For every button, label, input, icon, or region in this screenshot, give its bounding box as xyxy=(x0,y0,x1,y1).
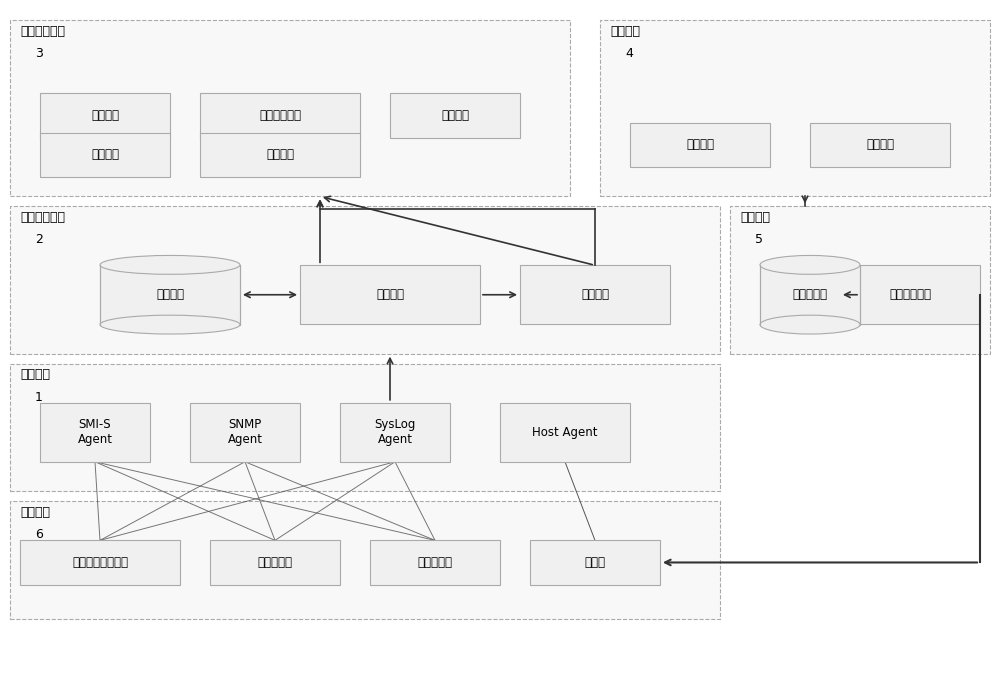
Text: 服务器: 服务器 xyxy=(584,556,606,569)
Text: 数据服务: 数据服务 xyxy=(156,288,184,302)
FancyBboxPatch shape xyxy=(500,403,630,462)
Text: 光纤交换机: 光纤交换机 xyxy=(258,556,292,569)
FancyBboxPatch shape xyxy=(100,265,240,324)
FancyBboxPatch shape xyxy=(520,265,670,324)
Text: 拓扑展示: 拓扑展示 xyxy=(266,148,294,162)
FancyBboxPatch shape xyxy=(370,540,500,585)
FancyBboxPatch shape xyxy=(530,540,660,585)
FancyBboxPatch shape xyxy=(20,540,180,585)
Text: 系统监测: 系统监测 xyxy=(20,368,50,382)
FancyBboxPatch shape xyxy=(600,20,990,197)
FancyBboxPatch shape xyxy=(300,265,480,324)
Text: 基本状态展示: 基本状态展示 xyxy=(259,109,301,122)
Text: 触发管理: 触发管理 xyxy=(866,139,894,151)
Text: 存储资源: 存储资源 xyxy=(20,506,50,519)
Ellipse shape xyxy=(100,256,240,275)
FancyBboxPatch shape xyxy=(760,265,860,324)
Text: 光纤交换机: 光纤交换机 xyxy=(418,556,452,569)
FancyBboxPatch shape xyxy=(10,363,720,491)
FancyBboxPatch shape xyxy=(630,122,770,167)
Text: 数据处理: 数据处理 xyxy=(376,288,404,302)
FancyBboxPatch shape xyxy=(390,94,520,137)
FancyBboxPatch shape xyxy=(730,207,990,354)
FancyBboxPatch shape xyxy=(40,133,170,177)
Ellipse shape xyxy=(100,315,240,334)
Text: 性能展示: 性能展示 xyxy=(91,148,119,162)
Text: SMI-S
Agent: SMI-S Agent xyxy=(78,419,112,446)
Text: 6: 6 xyxy=(35,528,43,541)
Text: 业务配置: 业务配置 xyxy=(91,109,119,122)
Text: 2: 2 xyxy=(35,234,43,246)
Text: 4: 4 xyxy=(625,46,633,60)
FancyBboxPatch shape xyxy=(10,207,720,354)
FancyBboxPatch shape xyxy=(10,20,570,197)
Text: 系统管理: 系统管理 xyxy=(610,24,640,38)
FancyBboxPatch shape xyxy=(10,501,720,619)
Text: 监测数据展示: 监测数据展示 xyxy=(20,24,65,38)
FancyBboxPatch shape xyxy=(210,540,340,585)
Text: 预设指令库: 预设指令库 xyxy=(792,288,828,302)
Text: SysLog
Agent: SysLog Agent xyxy=(374,419,416,446)
Text: 存储、虚拟化网关: 存储、虚拟化网关 xyxy=(72,556,128,569)
Ellipse shape xyxy=(760,256,860,275)
Text: 预设管理: 预设管理 xyxy=(686,139,714,151)
FancyBboxPatch shape xyxy=(190,403,300,462)
Text: 1: 1 xyxy=(35,390,43,404)
FancyBboxPatch shape xyxy=(340,403,450,462)
Text: Host Agent: Host Agent xyxy=(532,426,598,439)
Text: 故障告警: 故障告警 xyxy=(441,109,469,122)
Text: 监测数据处理: 监测数据处理 xyxy=(20,211,65,224)
Text: 5: 5 xyxy=(755,234,763,246)
FancyBboxPatch shape xyxy=(200,94,360,137)
Text: 事件服务: 事件服务 xyxy=(581,288,609,302)
Text: 3: 3 xyxy=(35,46,43,60)
FancyBboxPatch shape xyxy=(840,265,980,324)
FancyBboxPatch shape xyxy=(40,403,150,462)
Text: 管理执行模块: 管理执行模块 xyxy=(889,288,931,302)
FancyBboxPatch shape xyxy=(40,94,170,137)
FancyBboxPatch shape xyxy=(200,133,360,177)
Ellipse shape xyxy=(760,315,860,334)
FancyBboxPatch shape xyxy=(810,122,950,167)
Text: 管理执行: 管理执行 xyxy=(740,211,770,224)
Text: SNMP
Agent: SNMP Agent xyxy=(228,419,262,446)
